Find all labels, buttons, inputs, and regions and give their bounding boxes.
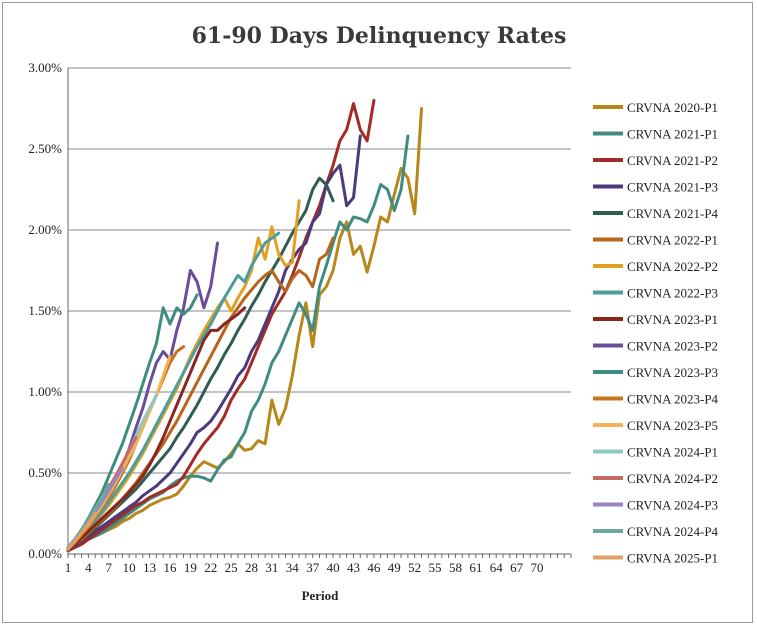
x-tick-label: 13 [143, 560, 156, 575]
x-tick-label: 70 [531, 560, 544, 575]
y-tick-label: 2.50% [28, 141, 62, 156]
x-tick-label: 49 [388, 560, 401, 575]
x-tick-label: 4 [85, 560, 92, 575]
x-tick-label: 25 [225, 560, 238, 575]
x-tick-label: 43 [347, 560, 360, 575]
series-line-9 [66, 306, 247, 551]
legend-label: CRVNA 2022-P1 [627, 233, 718, 248]
x-tick-label: 37 [306, 560, 320, 575]
legend: CRVNA 2020-P1 CRVNA 2021-P1 CRVNA 2021-P2 C… [593, 100, 719, 566]
y-tick-label: 1.50% [28, 303, 62, 318]
legend-label: CRVNA 2021-P4 [627, 206, 719, 221]
grid-layer [68, 67, 571, 474]
x-tick-label: 52 [408, 560, 421, 575]
series-layer [66, 98, 423, 553]
legend-label: CRVNA 2021-P1 [627, 127, 718, 142]
x-tick-label: 22 [204, 560, 217, 575]
legend-label: CRVNA 2025-P1 [627, 551, 718, 566]
legend-label: CRVNA 2020-P1 [627, 100, 718, 115]
x-tick-label: 64 [490, 560, 504, 575]
legend-label: CRVNA 2024-P3 [627, 498, 718, 513]
x-tick-label: 31 [265, 560, 278, 575]
x-tick-label: 1 [65, 560, 72, 575]
x-tick-label: 28 [245, 560, 258, 575]
y-tick-label: 2.00% [28, 222, 62, 237]
x-tick-label: 61 [469, 560, 482, 575]
x-tick-label: 67 [510, 560, 524, 575]
series-line-18 [66, 512, 97, 551]
legend-label: CRVNA 2023-P1 [627, 312, 718, 327]
y-tick-label: 0.50% [28, 465, 62, 480]
x-tick-label: 10 [123, 560, 136, 575]
legend-label: CRVNA 2023-P5 [627, 418, 718, 433]
axis-layer: 0.00% 0.50% 1.00% 1.50% 2.00% 2.50% 3.00% 1 4 7 10… [28, 60, 572, 575]
legend-label: CRVNA 2024-P2 [627, 471, 718, 486]
legend-label: CRVNA 2023-P2 [627, 339, 718, 354]
y-tick-label: 3.00% [28, 60, 62, 75]
y-tick-label: 0.00% [28, 546, 62, 561]
chart-title: 61-90 Days Delinquency Rates [192, 23, 567, 49]
x-tick-label: 16 [163, 560, 177, 575]
series-line-8 [66, 231, 281, 551]
y-tick-label: 1.00% [28, 384, 62, 399]
series-line-1 [66, 107, 423, 551]
x-tick-label: 58 [449, 560, 462, 575]
legend-label: CRVNA 2023-P4 [627, 392, 719, 407]
legend-label: CRVNA 2022-P3 [627, 286, 718, 301]
series-line-4 [66, 134, 362, 551]
x-tick-label: 19 [184, 560, 197, 575]
x-tick-label: 40 [327, 560, 340, 575]
chart-svg: 61-90 Days Delinquency Rates 0.00% 0.50% 1… [28, 23, 719, 603]
legend-label: CRVNA 2024-P1 [627, 445, 718, 460]
legend-label: CRVNA 2022-P2 [627, 259, 718, 274]
x-tick-label: 7 [106, 560, 113, 575]
legend-label: CRVNA 2024-P4 [627, 524, 719, 539]
x-tick-label: 46 [367, 560, 381, 575]
x-tick-label: 34 [286, 560, 300, 575]
series-line-2 [66, 134, 410, 551]
x-axis-label: Period [302, 588, 340, 603]
legend-label: CRVNA 2021-P2 [627, 153, 718, 168]
legend-label: CRVNA 2021-P3 [627, 180, 718, 195]
x-tick-label: 55 [429, 560, 442, 575]
legend-label: CRVNA 2023-P3 [627, 365, 718, 380]
